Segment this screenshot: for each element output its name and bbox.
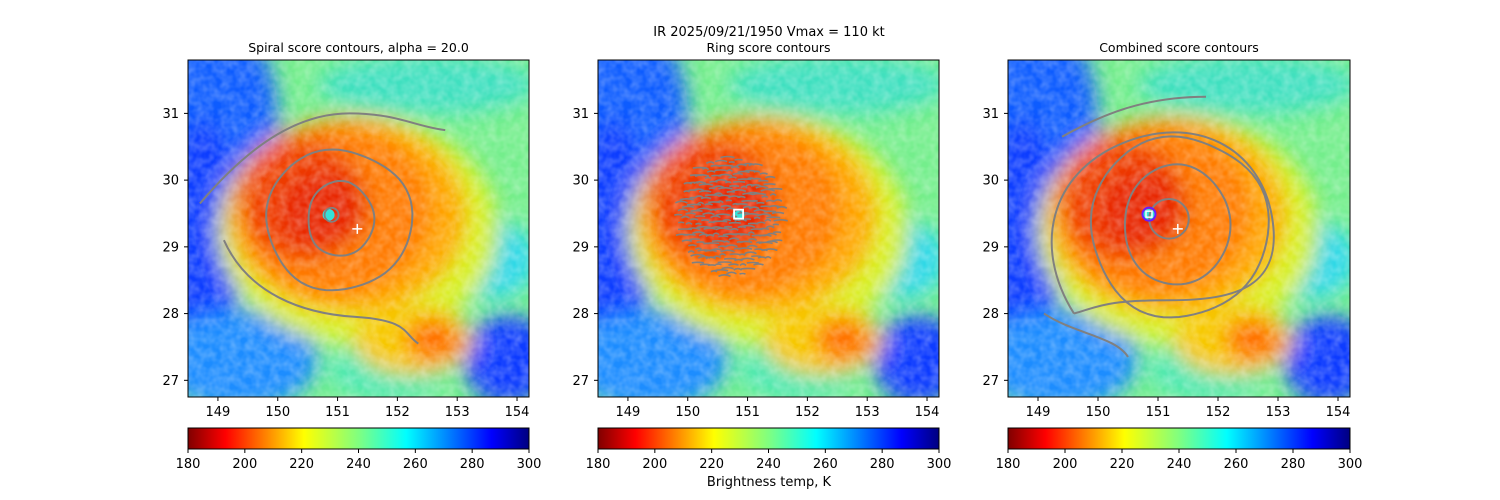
colorbar-tick-label: 260 (1224, 457, 1249, 472)
contour-level (1061, 95, 1207, 138)
x-tick-label: 152 (385, 405, 410, 420)
colorbar-tick-label: 280 (1281, 457, 1306, 472)
contour-level (222, 239, 419, 345)
y-tick-label: 29 (162, 240, 179, 255)
x-tick-label: 153 (1266, 405, 1291, 420)
contour-level (265, 148, 414, 292)
colorbar (1007, 427, 1351, 450)
x-tick-label: 151 (325, 405, 350, 420)
colorbar-tick-label: 300 (517, 457, 542, 472)
colorbar (597, 427, 940, 450)
colorbar-tick-label: 240 (346, 457, 371, 472)
colorbar-tick-label: 180 (996, 457, 1021, 472)
y-tick-label: 31 (572, 107, 589, 122)
y-tick-label: 30 (572, 174, 589, 189)
x-tick-label: 153 (445, 405, 470, 420)
y-tick-label: 31 (982, 107, 999, 122)
y-tick-label: 27 (162, 374, 179, 389)
colorbar-tick-label: 280 (460, 457, 485, 472)
ir-image (158, 20, 553, 410)
ir-image (568, 20, 963, 410)
contour-level (1148, 198, 1190, 240)
contour-level (1123, 163, 1232, 286)
y-tick-label: 29 (982, 240, 999, 255)
colorbar-tick-label: 220 (1110, 457, 1135, 472)
combined-center-marker (1141, 206, 1157, 222)
contour-level (199, 112, 446, 205)
colorbar-tick-label: 180 (586, 457, 611, 472)
panel-title: Combined score contours (1099, 40, 1259, 55)
axes-frame (597, 59, 940, 398)
colorbar-tick-label: 240 (756, 457, 781, 472)
panel-1: Spiral score contours, alpha = 20.0 149 15… (158, 20, 553, 472)
figure-title: IR 2025/09/21/1950 Vmax = 110 kt (653, 25, 884, 40)
contour-level (1089, 135, 1270, 319)
x-tick-label: 151 (1146, 405, 1171, 420)
x-tick-label: 154 (505, 405, 530, 420)
ir-image (978, 20, 1373, 410)
colorbar-tick-label: 240 (1167, 457, 1192, 472)
colorbar-tick-label: 260 (403, 457, 428, 472)
axes-frame (1007, 59, 1351, 398)
colorbar-tick-label: 200 (1053, 457, 1078, 472)
x-tick-label: 152 (1206, 405, 1231, 420)
colorbar-tick-label: 220 (289, 457, 314, 472)
colorbar-tick-label: 300 (927, 457, 952, 472)
colorbar-tick-label: 220 (699, 457, 724, 472)
y-tick-label: 31 (162, 107, 179, 122)
contour-level (307, 179, 376, 257)
axes-frame (187, 59, 530, 398)
y-tick-label: 27 (982, 374, 999, 389)
x-tick-label: 150 (675, 405, 700, 420)
contour-lines (199, 112, 446, 345)
y-tick-label: 28 (572, 307, 589, 322)
colorbar-tick-label: 200 (642, 457, 667, 472)
panel-title: Ring score contours (706, 40, 830, 55)
x-tick-label: 149 (205, 405, 230, 420)
x-tick-label: 150 (1086, 405, 1111, 420)
reference-center-marker (352, 223, 363, 234)
y-tick-label: 30 (162, 174, 179, 189)
colorbar-tick-label: 260 (813, 457, 838, 472)
combined-center-square (1145, 210, 1153, 218)
colorbar-tick-label: 200 (232, 457, 257, 472)
x-tick-label: 152 (795, 405, 820, 420)
x-tick-label: 154 (1326, 405, 1351, 420)
colorbar-tick-label: 180 (176, 457, 201, 472)
contour-level (1043, 312, 1129, 358)
panel-3: Combined score contours 149 150 151 152 153 15… (978, 20, 1373, 472)
contour-lines (1043, 95, 1275, 358)
y-tick-label: 29 (572, 240, 589, 255)
y-tick-label: 28 (162, 307, 179, 322)
reference-center-marker (1172, 223, 1183, 234)
x-tick-label: 151 (735, 405, 760, 420)
colorbar-label: Brightness temp, K (707, 475, 832, 490)
colorbar-tick-label: 300 (1338, 457, 1363, 472)
y-tick-label: 27 (572, 374, 589, 389)
panel-title: Spiral score contours, alpha = 20.0 (248, 40, 469, 55)
y-tick-label: 30 (982, 174, 999, 189)
x-tick-label: 154 (915, 405, 940, 420)
x-tick-label: 150 (265, 405, 290, 420)
contour-level (323, 206, 340, 223)
x-tick-label: 153 (855, 405, 880, 420)
colorbar (187, 427, 530, 450)
contour-level (1050, 131, 1275, 315)
y-tick-label: 28 (982, 307, 999, 322)
panel-2: Ring score contours 149 150 151 152 153 154 27 2… (568, 20, 963, 472)
x-tick-label: 149 (615, 405, 640, 420)
ring-center-marker (733, 208, 744, 220)
colorbar-tick-label: 280 (870, 457, 895, 472)
x-tick-label: 149 (1026, 405, 1051, 420)
